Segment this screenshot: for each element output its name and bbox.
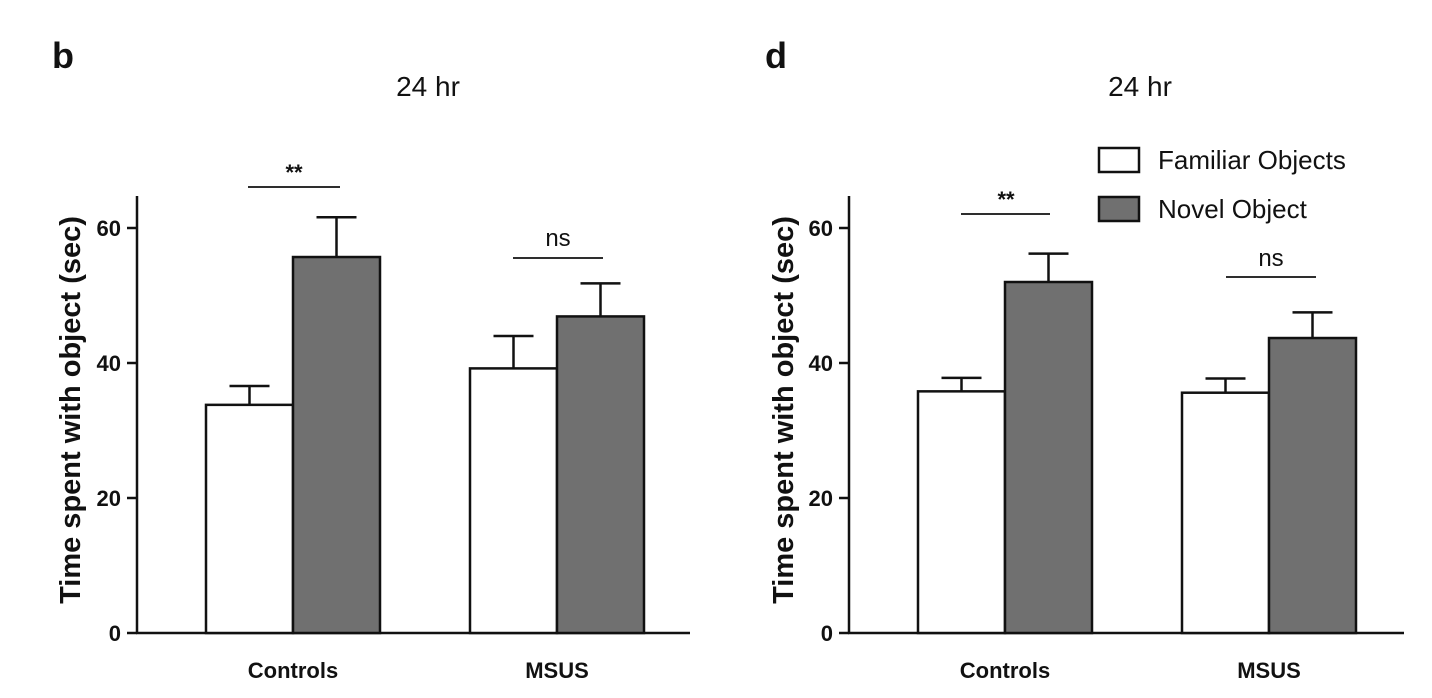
significance-stars: ** — [285, 160, 303, 185]
x-tick-label: MSUS — [1237, 658, 1301, 683]
y-tick-label: 0 — [821, 621, 833, 646]
y-tick-label: 60 — [809, 216, 833, 241]
bar — [555, 315, 646, 635]
legend-swatch — [1097, 195, 1141, 223]
bar — [1003, 280, 1094, 635]
y-tick-label: 40 — [97, 351, 121, 376]
legend-label: Novel Object — [1158, 194, 1308, 224]
y-tick-label: 0 — [109, 621, 121, 646]
y-axis-label: Time spent with object (sec) — [55, 216, 87, 604]
panel-d: d 24 hr Time spent with object (sec) 0 20 40 6… — [765, 35, 1404, 683]
chart-title: 24 hr — [396, 71, 460, 102]
bar — [468, 367, 559, 635]
y-axis-label: Time spent with object (sec) — [768, 216, 800, 604]
x-tick-label: MSUS — [525, 658, 589, 683]
legend-label: Familiar Objects — [1158, 145, 1346, 175]
bar — [291, 255, 382, 635]
significance-ns: ns — [545, 225, 570, 252]
significance-ns: ns — [1258, 245, 1283, 272]
bar — [916, 390, 1007, 635]
legend-swatch — [1097, 146, 1141, 174]
y-tick-label: 20 — [97, 486, 121, 511]
significance-stars: ** — [997, 187, 1015, 212]
y-tick-label: 60 — [97, 216, 121, 241]
x-tick-label: Controls — [248, 658, 338, 683]
chart-title: 24 hr — [1108, 71, 1172, 102]
x-tick-label: Controls — [960, 658, 1050, 683]
bar — [204, 403, 295, 635]
bar — [1180, 391, 1271, 635]
panel-letter: b — [52, 35, 74, 76]
panel-letter: d — [765, 35, 787, 76]
panel-b: b 24 hr Time spent with object (sec) 0 20 40 6… — [52, 35, 690, 683]
y-tick-label: 20 — [809, 486, 833, 511]
legend: Familiar Objects Novel Object — [1097, 145, 1346, 224]
bar — [1267, 336, 1358, 635]
y-tick-label: 40 — [809, 351, 833, 376]
